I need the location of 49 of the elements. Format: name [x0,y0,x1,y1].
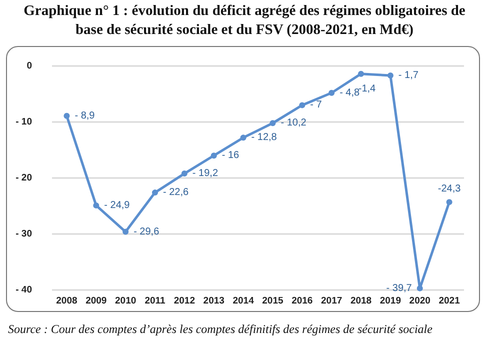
x-tick-label: 2015 [262,296,284,306]
point [240,134,246,141]
data-label: -1,4 [358,83,376,94]
data-label: - 16 [222,150,240,162]
point [416,285,423,292]
data-label: - 7 [310,100,322,111]
point [64,112,70,119]
x-tick-label: 2018 [350,296,372,306]
y-tick-label: - 30 [16,228,32,240]
point [93,202,100,208]
x-tick-label: 2009 [86,296,107,306]
point [299,102,306,108]
y-tick-label: - 10 [16,116,32,128]
x-tick-label: 2020 [409,296,430,306]
point [328,90,335,96]
point [387,72,394,79]
data-label: - 1,7 [398,70,419,82]
data-label: - 10,2 [280,118,307,129]
point [152,190,158,196]
x-tick-label: 2021 [438,296,461,306]
data-label: - 22,6 [163,187,190,198]
x-tick-label: 2008 [56,296,78,306]
point [446,199,452,206]
data-label: - 4,8 [340,87,360,98]
data-label: - 19,2 [192,168,218,180]
point [358,70,364,77]
data-label: - 39,7 [386,282,412,294]
x-tick-label: 2011 [144,296,166,306]
data-label: -24,3 [438,184,462,195]
x-tick-label: 2016 [292,296,313,306]
x-tick-label: 2012 [174,296,195,306]
x-tick-label: 2010 [115,296,136,306]
data-label: - 29,6 [134,226,160,238]
point [122,228,129,235]
y-tick-label: 0 [26,60,32,72]
x-tick-label: 2013 [203,296,224,306]
point [181,170,188,177]
data-label: - 12,8 [251,132,278,144]
y-tick-label: - 20 [16,172,32,184]
source-note: Source : Cour des comptes d’après les comptes définitifs des régimes de sécurité sociale [8,322,432,337]
data-label: - 24,9 [104,200,130,211]
point [270,120,276,126]
chart-title: Graphique n° 1 : évolution du déficit agrégé des régimes obligatoires de base de sécurité sociale et du FSV (2008-2021, en Md€) [22,2,466,40]
x-tick-label: 2014 [232,296,255,306]
data-label: - 8,9 [74,110,96,122]
y-tick-label: - 40 [16,284,32,296]
point [210,152,217,159]
x-tick-label: 2019 [380,296,401,306]
x-tick-label: 2017 [321,296,342,306]
